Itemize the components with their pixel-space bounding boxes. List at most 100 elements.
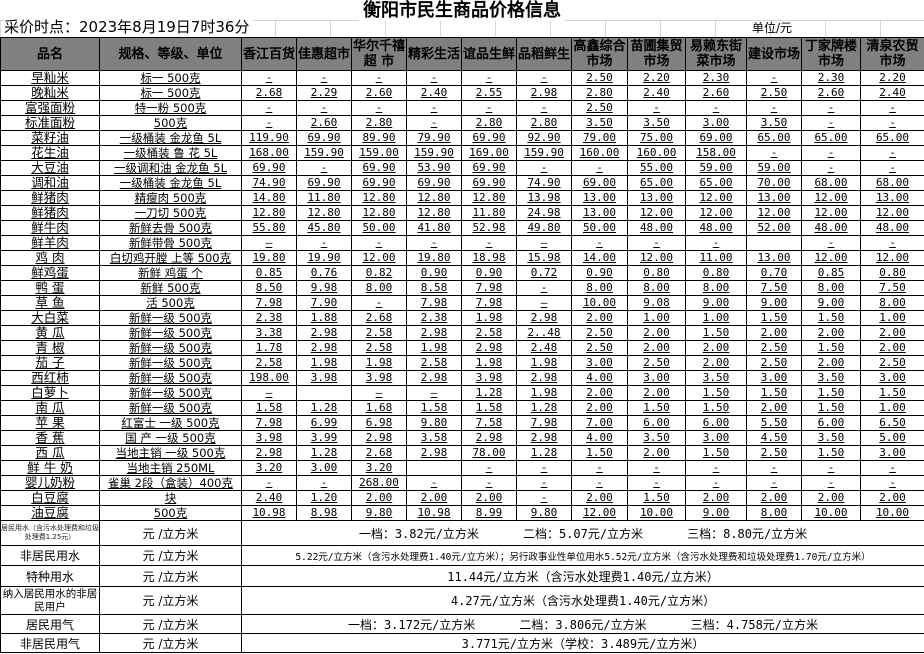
price-cell: 3.38 xyxy=(241,325,297,341)
price-cell: 0.90 xyxy=(461,265,517,281)
price-cell: 0.85 xyxy=(801,265,861,281)
price-cell: 7.90 xyxy=(296,295,352,311)
price-cell: - xyxy=(801,100,861,116)
price-cell: 11.00 xyxy=(685,250,747,266)
price-cell: 3.00 xyxy=(860,445,924,461)
price-cell: 1.28 xyxy=(296,400,352,416)
price-cell: 70.00 xyxy=(746,175,802,191)
price-cell: 159.90 xyxy=(406,145,462,161)
table-row: 南 瓜新鲜一级 500克 1.58 1.28 1.68 1.58 1.58 1.28 2.00… xyxy=(0,400,924,416)
table-row: 鲜 牛 奶当地主销 250ML 3.20 3.00 3.20- - - - - - - - xyxy=(0,460,924,476)
table-row: 香 蕉国 产 一级 500克 3.98 3.99 2.98 3.58 2.98 2.98 4.… xyxy=(0,430,924,446)
column-header: 品名 xyxy=(0,37,100,71)
price-cell: 8.00 xyxy=(571,280,628,296)
table-row: 茄 子新鲜一级 500克 2.58 1.98 1.98 2.58 1.98 1.98 3.00… xyxy=(0,355,924,371)
product-spec: 新鲜一级 500克 xyxy=(99,310,242,326)
price-cell: 9.80 xyxy=(516,505,572,521)
price-cell: - xyxy=(746,475,802,491)
price-cell: 2.20 xyxy=(860,70,924,86)
price-cell: 19.80 xyxy=(406,250,462,266)
price-cell: 3.50 xyxy=(685,370,747,386)
product-name: 西红柿 xyxy=(0,370,100,386)
product-name: 晚籼米 xyxy=(0,85,100,101)
price-cell: 1.50 xyxy=(801,385,861,401)
price-cell: 68.00 xyxy=(801,175,861,191)
price-cell: 6.98 xyxy=(351,415,407,431)
price-cell: 8.00 xyxy=(801,280,861,296)
price-cell: 1.50 xyxy=(627,490,686,506)
utility-row: 纳入居民用水的非居民用户元 /立方米 4.27元/立方米（含污水处理费1.40元/… xyxy=(0,586,924,615)
price-cell: 2.98 xyxy=(461,430,517,446)
price-cell: 53.90 xyxy=(406,160,462,176)
table-row: 早籼米 标一 500克 - - - - - -2.50 2.20 2.30-2.30 2.20 xyxy=(0,70,924,86)
price-cell: 159.00 xyxy=(351,145,407,161)
price-cell: 12.80 xyxy=(296,205,352,221)
price-cell: - xyxy=(351,295,407,311)
tier-price: 三档：8.80元/立方米 xyxy=(687,526,808,541)
price-cell: 0.82 xyxy=(351,265,407,281)
price-cell: 1.00 xyxy=(685,310,747,326)
column-header: 精彩生活 xyxy=(406,37,462,71)
product-spec: 块 xyxy=(99,490,242,506)
price-cell: - xyxy=(516,100,572,116)
column-header: 规格、等级、单位 xyxy=(99,37,242,71)
price-cell: 3.00 xyxy=(296,460,352,476)
price-cell: 2.00 xyxy=(801,490,861,506)
price-cell: 3.20 xyxy=(351,460,407,476)
product-name: 草 鱼 xyxy=(0,295,100,311)
price-cell: 2.50 xyxy=(746,355,802,371)
price-cell: 0.76 xyxy=(296,265,352,281)
price-cell: 1.00 xyxy=(860,310,924,326)
price-cell: 48.00 xyxy=(627,220,686,236)
price-cell: 1.50 xyxy=(801,310,861,326)
price-cell: 10.98 xyxy=(241,505,297,521)
product-spec: 新鲜一级 500克 xyxy=(99,355,242,371)
price-cell: 69.90 xyxy=(296,175,352,191)
product-spec: 一级桶装 金龙鱼 5L xyxy=(99,175,242,191)
price-cell: 2.60 xyxy=(296,115,352,131)
product-name: 西 瓜 xyxy=(0,445,100,461)
price-cell: 168.00 xyxy=(241,145,297,161)
price-cell: 3.50 xyxy=(746,115,802,131)
price-cell: 75.00 xyxy=(627,130,686,146)
price-cell: 2.50 xyxy=(571,340,628,356)
price-cell: 13.00 xyxy=(860,190,924,206)
price-cell: 12.00 xyxy=(801,190,861,206)
price-cell: 12.00 xyxy=(685,205,747,221)
price-cell: 0.90 xyxy=(406,265,462,281)
price-cell: 48.00 xyxy=(860,220,924,236)
price-cell: - xyxy=(801,460,861,476)
product-spec: 一级桶装 鲁 花 5L xyxy=(99,145,242,161)
price-cell: 2.98 xyxy=(516,310,572,326)
price-cell: 8.98 xyxy=(296,505,352,521)
price-cell: 69.90 xyxy=(351,160,407,176)
price-cell: 12.00 xyxy=(571,505,628,521)
price-cell: 3.50 xyxy=(627,430,686,446)
tier-price: 二档：3.806元/立方米 xyxy=(519,617,647,632)
product-name: 鲜羊肉 xyxy=(0,235,100,251)
price-cell: 3.58 xyxy=(406,430,462,446)
price-cell: 6.00 xyxy=(627,415,686,431)
price-cell: 69.00 xyxy=(685,130,747,146)
price-cell: 69.90 xyxy=(461,130,517,146)
price-cell: 7.98 xyxy=(241,415,297,431)
price-cell: 2.00 xyxy=(571,400,628,416)
price-cell: 1.98 xyxy=(516,385,572,401)
price-cell: 69.90 xyxy=(461,175,517,191)
table-row: 婴儿奶粉 雀巢 2段（盒装）400克 - -268.00- - - - - - - - - xyxy=(0,475,924,491)
price-cell: 2.38 xyxy=(406,310,462,326)
price-cell: 1.28 xyxy=(516,445,572,461)
price-cell: 1.50 xyxy=(801,340,861,356)
price-cell: 3.20 xyxy=(241,460,297,476)
price-cell: 3.98 xyxy=(241,430,297,446)
price-cell: - xyxy=(461,100,517,116)
price-cell: 2.00 xyxy=(685,340,747,356)
price-cell: - xyxy=(461,460,517,476)
product-spec: 国 产 一级 500克 xyxy=(99,430,242,446)
price-cell: - xyxy=(516,280,572,296)
utility-price: 11.44元/立方米（含污水处理费1.40元/立方米） xyxy=(241,565,924,587)
price-cell: 0.85 xyxy=(241,265,297,281)
price-cell: 2.40 xyxy=(241,490,297,506)
table-row: 西 瓜当地主销 一级 500克 2.98 1.28 2.68 2.98 78.00 1.28… xyxy=(0,445,924,461)
price-cell: 2.80 xyxy=(571,85,628,101)
